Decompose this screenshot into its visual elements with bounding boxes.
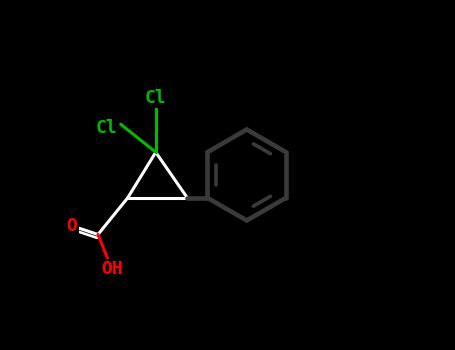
- Text: O: O: [66, 217, 77, 235]
- Text: Cl: Cl: [145, 89, 167, 107]
- Text: Cl: Cl: [96, 119, 118, 137]
- Text: OH: OH: [101, 260, 123, 279]
